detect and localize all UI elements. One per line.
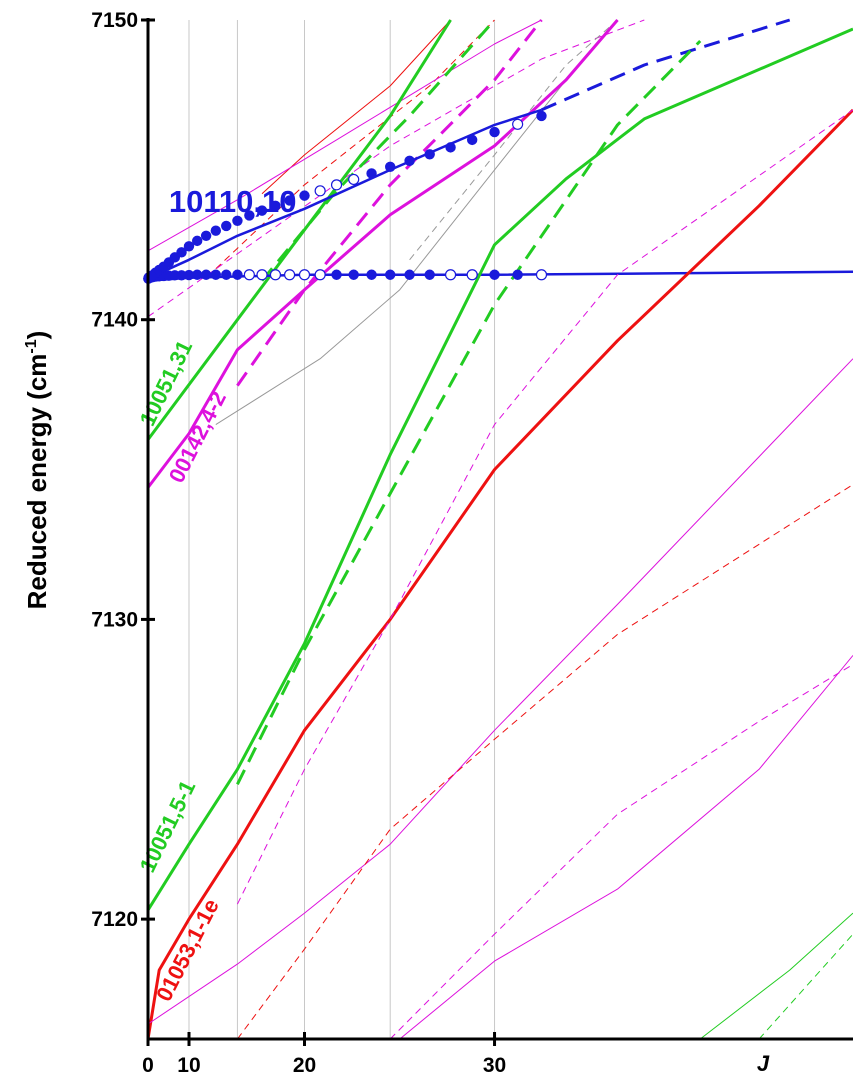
- data-point-64: [512, 118, 524, 130]
- data-point-49: [244, 210, 255, 221]
- data-point-23: [331, 269, 342, 280]
- series-line-8: [260, 19, 496, 282]
- series-line-18: [147, 358, 853, 1025]
- data-point-63: [489, 126, 500, 138]
- axes: 7120 7130 7140 7150 0 10 20 30: [91, 9, 853, 1077]
- y-tick-label-7140: 7140: [91, 309, 138, 332]
- series-line-9: [146, 19, 619, 489]
- data-point-45: [200, 230, 212, 241]
- series-line-10: [236, 19, 543, 387]
- data-point-53: [299, 190, 310, 201]
- data-point-20: [283, 269, 296, 281]
- series-line-1: [261, 19, 451, 195]
- data-point-18: [256, 269, 268, 281]
- series-line-5: [215, 19, 618, 426]
- data-point-65: [536, 110, 547, 122]
- series-line-21: [399, 655, 853, 1040]
- data-point-21: [298, 269, 311, 281]
- data-point-58: [385, 161, 396, 173]
- data-point-11: [183, 269, 195, 281]
- data-point-42: [176, 247, 187, 258]
- series-line-20: [389, 663, 853, 1040]
- y-tick-label-7150: 7150: [91, 9, 138, 32]
- data-point-24: [348, 269, 359, 280]
- data-point-17: [243, 269, 255, 281]
- series-line-13: [540, 18, 791, 112]
- y-tick-label-7130: 7130: [91, 608, 138, 631]
- data-point-19: [269, 269, 282, 281]
- series-line-23: [758, 933, 853, 1040]
- data-point-13: [200, 269, 212, 280]
- data-point-61: [445, 142, 456, 153]
- data-point-31: [489, 269, 500, 280]
- series-line-16: [146, 108, 853, 1040]
- data-point-57: [366, 168, 377, 179]
- series-label-1: 10110,10: [169, 184, 297, 219]
- series-line-6: [409, 19, 618, 261]
- data-point-55: [330, 179, 343, 191]
- data-point-10: [176, 270, 187, 281]
- data-point-59: [404, 155, 415, 167]
- data-point-16: [232, 269, 243, 280]
- series-line-19: [236, 484, 853, 1040]
- series-label-4: 10051,5-1: [134, 776, 200, 876]
- series-label-3: 00142,4-2: [164, 387, 231, 487]
- data-point-56: [348, 173, 360, 186]
- series-line-14: [146, 27, 853, 911]
- data-point-14: [210, 269, 222, 280]
- data-point-15: [221, 269, 232, 280]
- data-point-29: [444, 269, 457, 281]
- series-labels: 10110,1010051,3100142,4-210051,5-101053,…: [134, 184, 296, 1005]
- data-point-50: [256, 205, 268, 216]
- x-tick-label-20: 20: [293, 1054, 316, 1077]
- data-point-44: [191, 235, 203, 247]
- data-point-30: [466, 269, 478, 281]
- series-line-7: [146, 19, 452, 441]
- data-point-43: [183, 241, 195, 252]
- x-tick-label-30: 30: [483, 1054, 506, 1077]
- data-point-47: [221, 220, 232, 232]
- data-point-25: [366, 269, 377, 280]
- series-line-22: [699, 912, 853, 1040]
- vertical-grid-lines: [188, 20, 496, 1039]
- data-point-51: [270, 200, 281, 212]
- x-axis-label: J: [757, 1051, 770, 1076]
- series-line-17: [236, 109, 853, 905]
- series-line-3: [147, 19, 542, 252]
- data-point-46: [210, 225, 222, 236]
- series-label-5: 01053,1-1e: [151, 895, 224, 1006]
- data-point-60: [424, 149, 435, 160]
- x-tick-label-10: 10: [177, 1054, 200, 1077]
- data-point-33: [535, 269, 548, 281]
- x-tick-label-0: 0: [142, 1054, 154, 1077]
- data-point-28: [424, 269, 435, 280]
- data-point-62: [466, 134, 478, 146]
- data-point-22: [314, 269, 326, 281]
- series-lines: [146, 18, 853, 1040]
- y-axis-label: Reduced energy (cm-1): [22, 331, 52, 610]
- series-line-15: [236, 39, 702, 785]
- data-point-54: [314, 185, 326, 197]
- data-point-48: [232, 215, 243, 227]
- data-point-52: [284, 195, 295, 206]
- data-point-26: [385, 269, 396, 280]
- y-tick-label-7120: 7120: [91, 908, 138, 931]
- data-point-27: [404, 269, 415, 280]
- data-point-32: [512, 269, 523, 280]
- data-point-12: [191, 269, 203, 280]
